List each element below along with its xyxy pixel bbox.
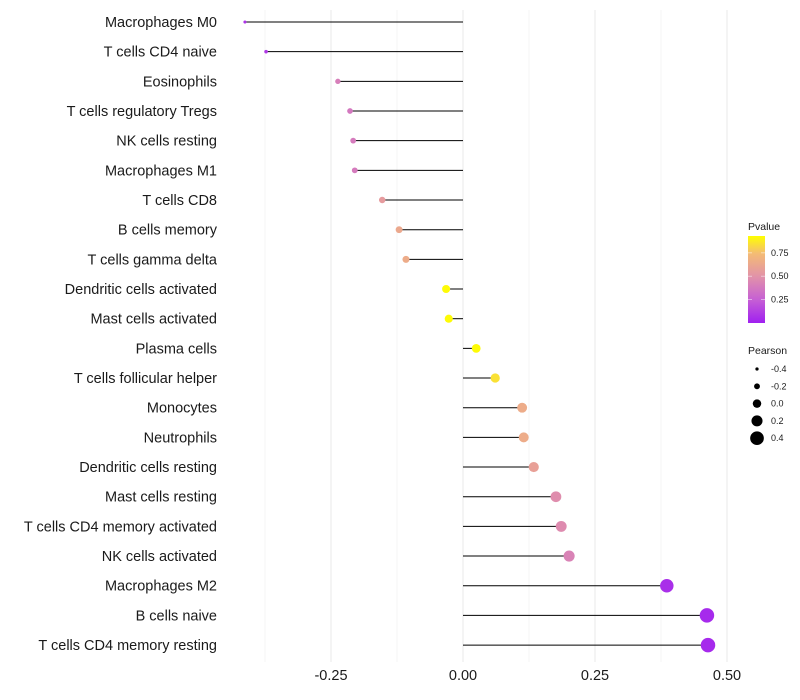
y-axis-labels: Macrophages M0 T cells CD4 naive Eosinophi…: [24, 15, 218, 654]
pvalue-legend-title: Pvalue: [748, 221, 780, 233]
x-axis-ticks: -0.25 0.00 0.25 0.50: [314, 668, 741, 684]
data-point: [442, 285, 451, 294]
size-legend-label: -0.2: [771, 381, 787, 391]
y-axis-label: Macrophages M1: [105, 163, 217, 179]
data-point: [395, 226, 403, 234]
data-point: [700, 637, 716, 653]
dots: [243, 20, 716, 653]
y-axis-label: T cells follicular helper: [74, 371, 217, 387]
y-axis-label: Macrophages M0: [105, 15, 217, 31]
size-legend-label: 0.0: [771, 399, 784, 409]
y-axis-label: B cells memory: [118, 223, 218, 239]
x-tick-label: 0.00: [449, 668, 477, 684]
data-point: [555, 520, 567, 532]
data-point: [699, 608, 715, 623]
pearson-legend-title: Pearson: [748, 345, 787, 357]
y-axis-label: Mast cells activated: [90, 312, 217, 328]
x-tick-label: 0.50: [713, 668, 741, 684]
size-legend-dot: [750, 431, 764, 446]
size-legend-label: 0.4: [771, 433, 784, 443]
size-legend-label: 0.2: [771, 416, 784, 426]
data-point: [528, 461, 539, 473]
pvalue-legend: Pvalue 0.25 0.50 0.75: [748, 221, 789, 323]
y-axis-label: NK cells resting: [116, 134, 217, 150]
data-point: [347, 108, 353, 114]
data-point: [243, 20, 247, 24]
data-point: [264, 49, 268, 54]
y-axis-label: Mast cells resting: [105, 490, 217, 506]
y-axis-label: Macrophages M2: [105, 579, 217, 595]
x-tick-label: -0.25: [314, 668, 347, 684]
y-axis-label: Dendritic cells resting: [79, 460, 217, 476]
y-axis-label: Dendritic cells activated: [65, 282, 217, 298]
size-legend-dot: [755, 367, 759, 371]
colorbar-tick-label: 0.50: [771, 271, 789, 281]
size-legend-label: -0.4: [771, 364, 787, 374]
y-axis-label: T cells regulatory Tregs: [67, 104, 217, 120]
colorbar-tick-label: 0.25: [771, 295, 789, 305]
size-legend-dot: [754, 383, 760, 390]
data-point: [518, 432, 529, 443]
y-axis-label: B cells naive: [136, 608, 217, 624]
y-axis-label: T cells CD4 memory resting: [38, 638, 217, 654]
data-point: [550, 491, 562, 503]
y-axis-label: Eosinophils: [143, 74, 217, 90]
data-point: [378, 196, 386, 204]
y-axis-label: T cells gamma delta: [88, 252, 218, 268]
data-point: [402, 255, 410, 263]
y-axis-label: T cells CD8: [142, 193, 217, 209]
data-point: [490, 373, 500, 383]
data-point: [351, 167, 358, 174]
data-point: [563, 550, 575, 562]
pvalue-colorbar: [748, 236, 765, 323]
y-axis-label: T cells CD4 naive: [104, 45, 217, 61]
pearson-legend: Pearson -0.4 -0.2 0.0 0.2 0.4: [748, 345, 787, 446]
grid-lines: [264, 10, 728, 662]
y-axis-label: Plasma cells: [136, 341, 217, 357]
data-point: [471, 343, 481, 353]
stems: [244, 21, 708, 646]
data-point: [350, 137, 357, 144]
data-point: [444, 314, 453, 323]
y-axis-label: Monocytes: [147, 401, 217, 417]
y-axis-label: Neutrophils: [144, 430, 217, 446]
data-point: [660, 578, 674, 593]
size-legend-dot: [752, 399, 762, 408]
size-legend-dot: [751, 415, 763, 427]
x-tick-label: 0.25: [581, 668, 609, 684]
colorbar-tick-label: 0.75: [771, 248, 789, 258]
data-point: [517, 402, 528, 413]
y-axis-label: NK cells activated: [102, 549, 217, 565]
y-axis-label: T cells CD4 memory activated: [24, 519, 217, 535]
data-point: [335, 78, 341, 85]
